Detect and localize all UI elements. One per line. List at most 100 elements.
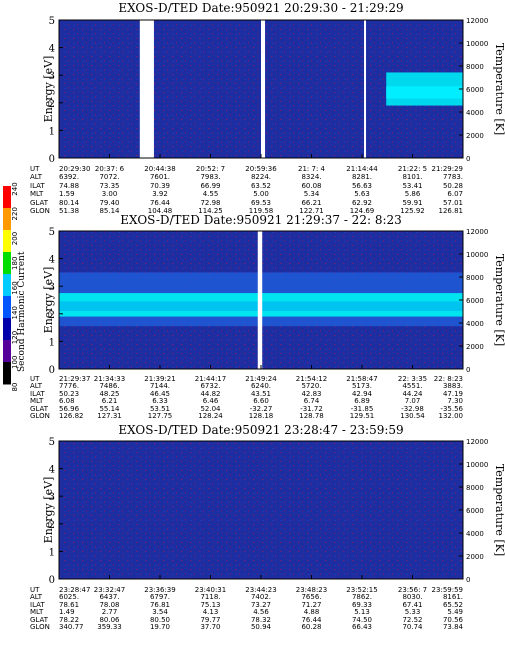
row-label: MLT <box>30 608 44 616</box>
table-cell: 6.46 <box>203 397 219 405</box>
table-cell: 70.39 <box>150 182 170 190</box>
table-cell: 23:44:23 <box>245 586 276 594</box>
table-cell: 7601. <box>150 173 170 181</box>
table-cell: 6025. <box>59 593 79 601</box>
table-cell: 20:52: 7 <box>196 165 225 173</box>
table-cell: 7776. <box>59 382 79 390</box>
y2-tick-label: 2000 <box>466 132 484 140</box>
table-cell: 66.43 <box>352 623 372 631</box>
table-cell: 51.38 <box>59 207 79 215</box>
data-gap <box>261 20 266 158</box>
row-label: GLAT <box>30 616 49 624</box>
y2-tick-label: 6000 <box>466 507 484 515</box>
colorbar-swatch <box>3 296 11 319</box>
y-tick-label: 2 <box>49 99 55 110</box>
table-cell: 8224. <box>251 173 271 181</box>
table-cell: 23:28:47 <box>59 586 90 594</box>
table-cell: 127.31 <box>97 412 122 420</box>
table-cell: 72.98 <box>200 199 220 207</box>
table-cell: 76.81 <box>150 601 170 609</box>
colorbar-swatch <box>3 186 11 209</box>
table-cell: 7783. <box>443 173 463 181</box>
table-cell: 19.70 <box>150 623 170 631</box>
table-cell: 132.00 <box>439 412 464 420</box>
row-label: GLON <box>30 207 50 215</box>
row-label: ILAT <box>30 182 45 190</box>
table-cell: 7862. <box>352 593 372 601</box>
table-cell: 4.13 <box>203 608 219 616</box>
table-cell: -32.27 <box>250 405 273 413</box>
table-cell: 72.52 <box>402 616 422 624</box>
table-cell: 60.08 <box>301 182 321 190</box>
row-label: MLT <box>30 190 44 198</box>
table-cell: 6732. <box>200 382 220 390</box>
table-cell: 7983. <box>200 173 220 181</box>
table-cell: 126.81 <box>439 207 464 215</box>
y2-axis-label: Temperature [K] <box>493 464 505 556</box>
table-cell: 5720. <box>301 382 321 390</box>
y2-tick-label: 10000 <box>466 251 488 259</box>
colorbar-swatch <box>3 230 11 253</box>
table-cell: 6.33 <box>152 397 168 405</box>
table-cell: 125.92 <box>400 207 425 215</box>
table-cell: 130.54 <box>400 412 425 420</box>
table-cell: 66.99 <box>200 182 220 190</box>
table-cell: 3.54 <box>152 608 168 616</box>
y-tick-label: 1 <box>49 337 55 348</box>
y2-tick-label: 8000 <box>466 274 484 282</box>
table-cell: 21: 7: 4 <box>298 165 326 173</box>
colorbar-label: Second Harmonic Current <box>17 251 27 372</box>
table-cell: 69.53 <box>251 199 271 207</box>
row-label: GLON <box>30 412 50 420</box>
table-cell: 7.07 <box>405 397 421 405</box>
table-cell: 23:59:59 <box>432 586 463 594</box>
table-cell: 21:29:29 <box>432 165 463 173</box>
y2-axis-label: Temperature [K] <box>493 43 505 135</box>
y-tick-label: 4 <box>49 255 55 266</box>
table-cell: -31.85 <box>351 405 374 413</box>
table-cell: 7118. <box>200 593 220 601</box>
colorbar-swatch <box>3 208 11 231</box>
table-cell: 1.49 <box>59 608 75 616</box>
table-cell: 5.63 <box>354 190 370 198</box>
table-cell: 5173. <box>352 382 372 390</box>
colorbar-swatch <box>3 318 11 341</box>
table-cell: 21:39:21 <box>144 375 175 383</box>
table-cell: 22: 8:23 <box>434 375 463 383</box>
y-tick-label: 5 <box>49 227 55 238</box>
panel-title: EXOS-D/TED Date:950921 21:29:37 - 22: 8:… <box>120 213 402 227</box>
table-cell: 7.30 <box>447 397 463 405</box>
table-cell: 126.82 <box>59 412 84 420</box>
table-cell: 20:29:30 <box>59 165 90 173</box>
y2-tick-label: 4000 <box>466 109 484 117</box>
table-cell: 62.92 <box>352 199 372 207</box>
table-cell: 20:59:36 <box>245 165 277 173</box>
y-tick-label: 4 <box>49 465 55 476</box>
table-cell: 21:22: 5 <box>398 165 427 173</box>
panel-2: EXOS-D/TED Date:950921 21:29:37 - 22: 8:… <box>30 213 505 420</box>
table-cell: 7656. <box>301 593 321 601</box>
colorbar-tick: 160 <box>11 281 19 294</box>
colorbar-tick: 140 <box>11 306 19 319</box>
table-cell: 23:36:39 <box>144 586 175 594</box>
table-cell: 128.78 <box>299 412 324 420</box>
table-cell: 69.33 <box>352 601 372 609</box>
table-cell: 3.92 <box>152 190 168 198</box>
table-cell: 66.21 <box>301 199 321 207</box>
y2-tick-label: 12000 <box>466 438 488 446</box>
table-cell: -31.72 <box>300 405 323 413</box>
table-cell: 6.21 <box>102 397 118 405</box>
table-cell: 42.94 <box>352 390 373 398</box>
table-cell: 21:49:24 <box>245 375 277 383</box>
colorbar: 240 220 200 180 160 140 120 100 80 Second Harmon… <box>3 182 27 391</box>
panel-1: EXOS-D/TED Date:950921 20:29:30 - 21:29:… <box>30 1 505 215</box>
table-cell: 129.51 <box>350 412 375 420</box>
table-cell: 79.77 <box>200 616 220 624</box>
table-cell: 78.32 <box>251 616 271 624</box>
table-cell: 6.89 <box>354 397 370 405</box>
table-cell: 70.74 <box>402 623 423 631</box>
table-cell: 21:14:44 <box>346 165 378 173</box>
table-cell: 122.71 <box>299 207 324 215</box>
table-cell: 20:44:38 <box>144 165 175 173</box>
